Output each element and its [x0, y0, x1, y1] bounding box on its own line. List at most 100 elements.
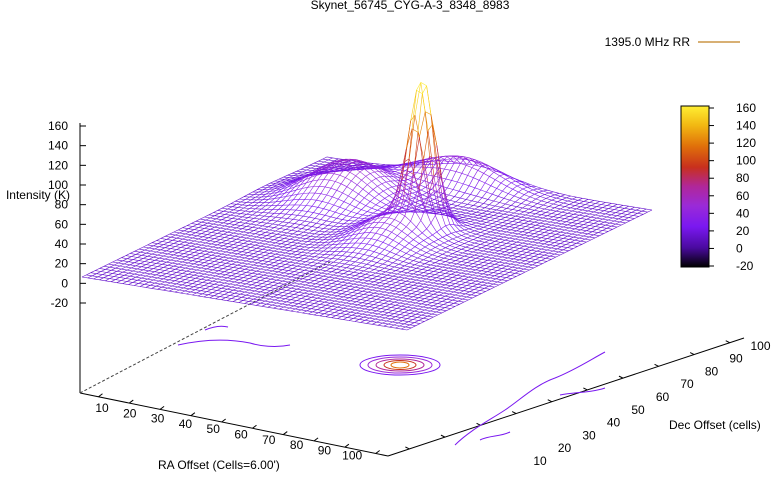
mesh-segment	[599, 201, 606, 203]
mesh-segment	[233, 267, 240, 269]
mesh-segment	[452, 181, 458, 190]
mesh-segment	[240, 271, 247, 273]
mesh-segment	[159, 269, 165, 271]
mesh-segment	[356, 265, 363, 268]
mesh-segment	[318, 239, 324, 243]
mesh-segment	[295, 260, 301, 264]
mesh-segment	[247, 261, 253, 265]
mesh-segment	[93, 276, 99, 280]
mesh-segment	[81, 274, 87, 278]
mesh-segment	[166, 239, 173, 241]
mesh-segment	[167, 287, 174, 290]
mesh-segment	[324, 239, 330, 243]
mesh-segment	[341, 158, 346, 161]
mesh-segment	[154, 248, 161, 251]
mesh-segment	[423, 240, 430, 245]
mesh-segment	[221, 299, 228, 301]
mesh-segment	[203, 285, 210, 287]
mesh-segment	[131, 267, 138, 270]
mesh-segment	[487, 225, 494, 227]
mesh-segment	[201, 231, 206, 234]
mesh-segment	[167, 242, 174, 244]
mesh-segment	[405, 166, 410, 171]
mesh-segment	[262, 225, 269, 227]
mesh-segment	[302, 241, 308, 245]
mesh-segment	[448, 279, 454, 281]
mesh-segment	[504, 262, 511, 265]
mesh-segment	[404, 211, 410, 213]
mesh-segment	[388, 176, 396, 182]
mesh-segment	[239, 198, 246, 200]
mesh-segment	[428, 194, 433, 198]
mesh-segment	[266, 281, 273, 283]
mesh-segment	[346, 215, 353, 218]
mesh-segment	[327, 196, 333, 204]
mesh-segment	[464, 243, 471, 246]
mesh-segment	[547, 202, 554, 205]
mesh-segment	[249, 232, 256, 234]
mesh-segment	[263, 261, 269, 265]
mesh-segment	[355, 226, 362, 230]
mesh-segment	[217, 255, 224, 258]
mesh-segment	[350, 242, 356, 248]
mesh-segment	[427, 293, 434, 295]
mesh-segment	[230, 224, 236, 228]
mesh-segment	[252, 214, 259, 216]
mesh-segment	[416, 166, 422, 173]
mesh-segment	[239, 207, 244, 211]
mesh-segment	[359, 307, 366, 310]
mesh-segment	[596, 206, 603, 208]
mesh-segment	[389, 304, 396, 306]
mesh-segment	[509, 249, 516, 251]
mesh-segment	[355, 171, 361, 177]
mesh-segment	[214, 236, 220, 239]
mesh-segment	[307, 287, 313, 290]
mesh-segment	[263, 274, 270, 277]
mesh-segment	[182, 225, 188, 228]
mesh-segment	[360, 310, 367, 313]
mesh-segment	[275, 288, 281, 290]
mesh-segment	[363, 254, 370, 257]
mesh-segment	[436, 288, 443, 291]
mesh-segment	[253, 230, 260, 232]
mesh-segment	[176, 249, 183, 251]
y-tick-label: 60	[656, 390, 670, 404]
mesh-segment	[345, 209, 352, 212]
mesh-segment	[477, 237, 484, 240]
mesh-segment	[258, 189, 263, 193]
mesh-segment	[424, 246, 431, 251]
mesh-segment	[400, 222, 407, 228]
mesh-segment	[306, 167, 312, 171]
mesh-segment	[157, 254, 164, 257]
mesh-segment	[281, 243, 288, 245]
mesh-segment	[349, 220, 355, 225]
mesh-segment	[240, 210, 246, 214]
mesh-segment	[509, 177, 516, 182]
mesh-segment	[304, 267, 309, 271]
mesh-segment	[137, 268, 144, 271]
mesh-segment	[467, 237, 474, 240]
mesh-segment	[338, 198, 345, 202]
mesh-segment	[224, 214, 231, 216]
mesh-segment	[369, 197, 375, 202]
mesh-segment	[375, 204, 382, 208]
mesh-segment	[303, 187, 308, 194]
mesh-segment	[348, 320, 355, 322]
mesh-segment	[256, 282, 263, 284]
mesh-segment	[276, 302, 283, 305]
mesh-segment	[240, 246, 246, 249]
mesh-segment	[141, 277, 148, 280]
mesh-segment	[269, 273, 274, 277]
mesh-segment	[292, 302, 299, 304]
mesh-segment	[375, 213, 381, 218]
mesh-segment	[433, 241, 440, 246]
mesh-segment	[295, 204, 301, 211]
mesh-segment	[327, 234, 333, 238]
mesh-segment	[421, 314, 428, 317]
mesh-segment	[373, 222, 379, 228]
mesh-segment	[427, 281, 434, 284]
mesh-segment	[247, 250, 253, 253]
mesh-segment	[368, 280, 375, 282]
mesh-segment	[460, 211, 467, 214]
mesh-segment	[183, 285, 189, 289]
